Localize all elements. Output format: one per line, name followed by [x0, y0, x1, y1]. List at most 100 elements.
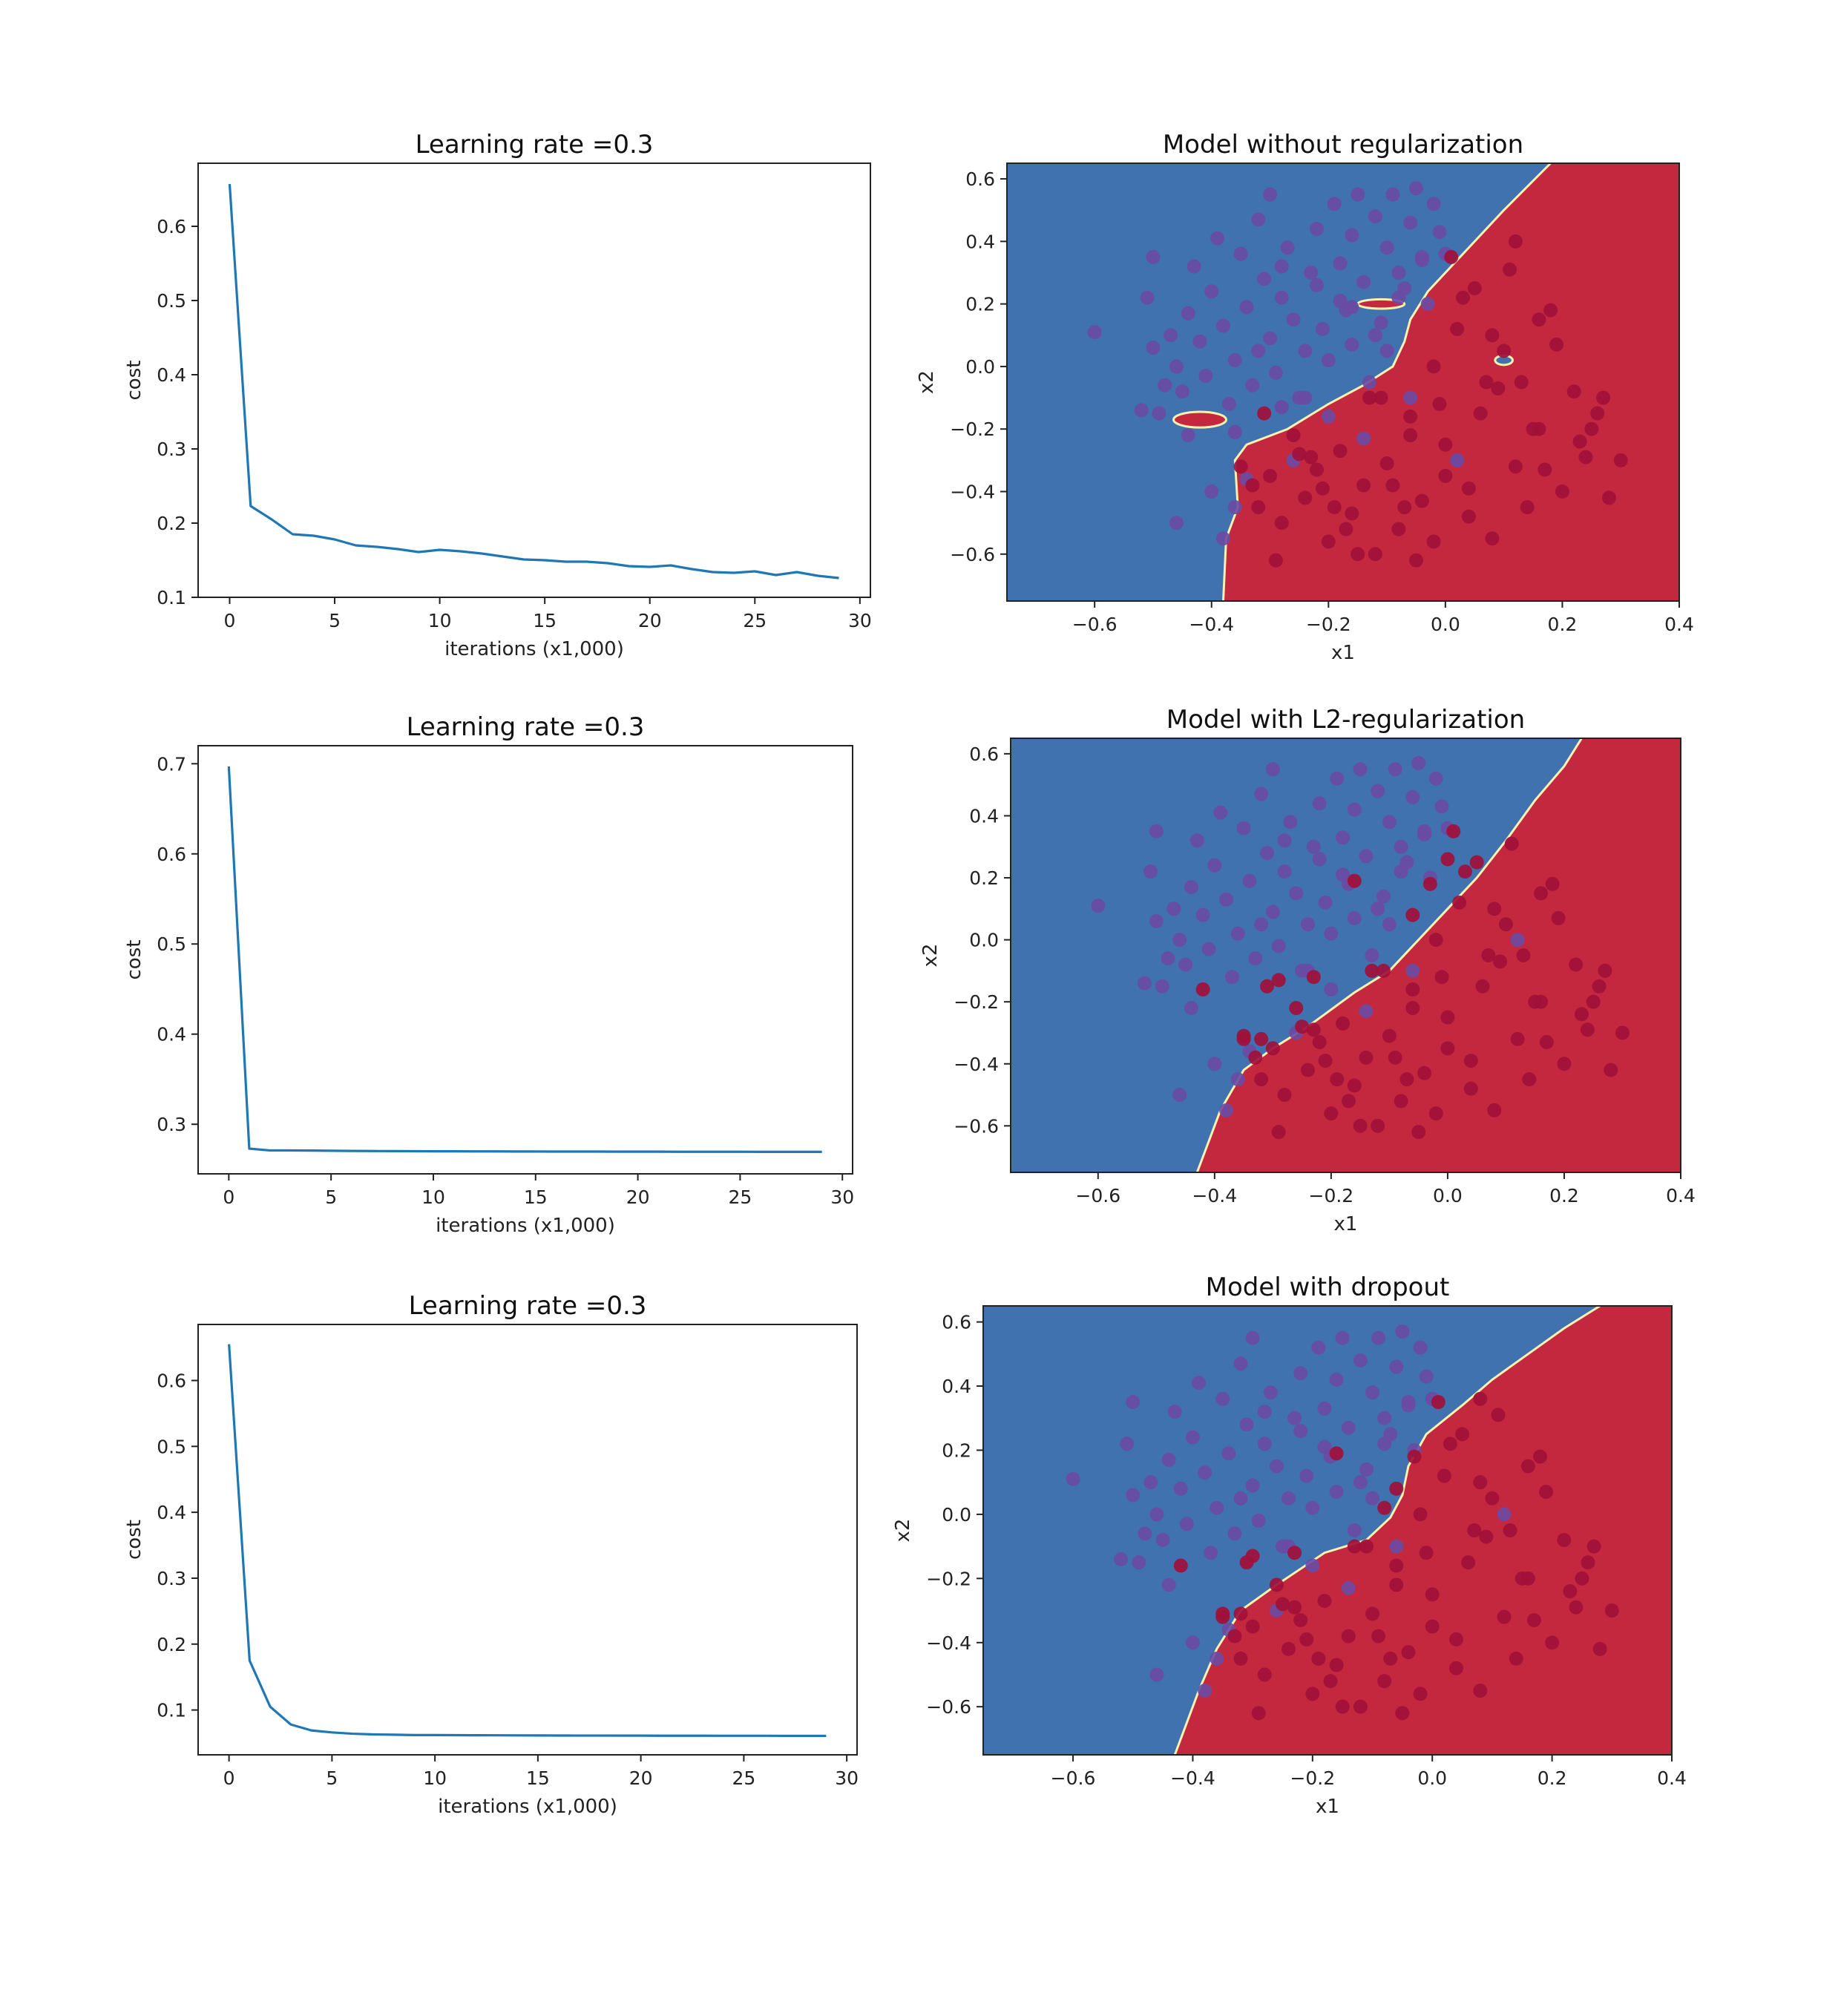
data-point	[1452, 895, 1467, 910]
data-point	[1132, 1555, 1146, 1570]
data-point	[1227, 500, 1242, 515]
data-point	[1473, 1475, 1488, 1490]
data-point	[1408, 553, 1423, 568]
data-point	[1242, 873, 1257, 888]
data-point	[1359, 1050, 1374, 1065]
data-point	[1405, 963, 1420, 978]
data-point	[1167, 1405, 1182, 1419]
data-point	[1300, 1063, 1315, 1077]
data-point	[1351, 187, 1365, 202]
y-tick-label: −0.6	[950, 544, 995, 565]
data-point	[1275, 1597, 1290, 1612]
data-point	[1371, 902, 1385, 916]
data-point	[1491, 1408, 1506, 1422]
x-tick-label: 0.0	[1433, 1185, 1463, 1206]
data-point	[1463, 1054, 1478, 1068]
data-point	[1274, 259, 1289, 274]
y-tick-label: 0.4	[969, 805, 999, 827]
data-point	[1289, 1001, 1304, 1016]
data-point	[1292, 447, 1307, 462]
data-point	[1365, 963, 1379, 978]
data-point	[1311, 1340, 1326, 1355]
data-point	[1440, 1010, 1455, 1025]
data-point	[1467, 1523, 1482, 1537]
data-point	[1274, 400, 1289, 415]
data-point	[1305, 1500, 1320, 1515]
data-point	[1233, 1491, 1248, 1506]
data-point	[1172, 933, 1187, 948]
data-point	[1411, 755, 1426, 770]
y-tick-label: 0.4	[157, 1502, 186, 1523]
data-point	[1265, 904, 1280, 919]
data-point	[1497, 1507, 1512, 1522]
data-point	[1254, 1031, 1269, 1046]
data-point	[1245, 1478, 1260, 1493]
x-tick-label: 0.2	[1549, 1185, 1579, 1206]
data-point	[1341, 1420, 1356, 1435]
data-point	[1365, 1385, 1380, 1400]
data-point	[1282, 1491, 1296, 1506]
data-point	[1166, 902, 1181, 916]
data-point	[1391, 522, 1406, 536]
data-point	[1414, 493, 1429, 508]
data-point	[1230, 926, 1245, 941]
x-tick-label: 0	[224, 610, 236, 631]
data-point	[1259, 846, 1274, 861]
data-point	[1245, 378, 1260, 393]
y-tick-label: 0.2	[965, 294, 995, 315]
plot-area	[227, 766, 822, 1153]
decision-region	[1007, 163, 1679, 601]
data-point	[1280, 240, 1295, 255]
data-point	[1426, 534, 1441, 549]
panel-title: Model without regularization	[1163, 130, 1523, 160]
data-point	[1345, 337, 1359, 352]
data-point	[1330, 771, 1345, 786]
data-point	[1504, 836, 1519, 851]
data-point	[1592, 979, 1607, 994]
data-point	[1473, 1391, 1488, 1406]
x-tick-label: −0.2	[1290, 1767, 1335, 1789]
data-point	[1347, 910, 1362, 925]
data-point	[1557, 1057, 1572, 1071]
data-point	[1245, 1330, 1260, 1345]
y-axis-label: cost	[123, 940, 145, 980]
data-point	[1207, 858, 1222, 873]
y-tick-label: −0.2	[950, 418, 995, 440]
data-point	[1498, 917, 1513, 932]
data-point	[1274, 516, 1289, 531]
data-point	[1356, 275, 1371, 289]
data-point	[1257, 1667, 1272, 1682]
data-point	[1389, 1577, 1404, 1592]
data-point	[1321, 534, 1336, 549]
data-point	[1155, 979, 1169, 994]
data-point	[1395, 1324, 1410, 1339]
data-point	[1569, 1600, 1584, 1615]
data-point	[1377, 1500, 1392, 1515]
data-point	[1189, 833, 1204, 848]
data-point	[1172, 1088, 1187, 1103]
data-point	[1389, 1359, 1404, 1374]
data-point	[1251, 500, 1266, 515]
x-tick-label: −0.2	[1306, 614, 1351, 635]
y-tick-label: 0.5	[157, 1436, 186, 1457]
data-point	[1403, 215, 1418, 230]
data-point	[1251, 212, 1266, 227]
data-point	[1329, 1372, 1344, 1387]
data-point	[1365, 948, 1379, 962]
data-point	[1158, 378, 1172, 393]
data-point	[1254, 1072, 1269, 1087]
data-point	[1184, 880, 1198, 895]
data-point	[1473, 1684, 1488, 1698]
y-tick-label: −0.4	[954, 1054, 999, 1075]
data-point	[1289, 886, 1304, 901]
data-point	[1394, 864, 1408, 879]
x-tick-label: 0	[223, 1186, 234, 1208]
data-point	[1473, 406, 1488, 421]
data-point	[1403, 390, 1418, 405]
data-point	[1310, 222, 1325, 236]
y-tick-label: −0.6	[954, 1115, 999, 1137]
data-point	[1586, 1539, 1601, 1554]
data-point	[1287, 1411, 1302, 1425]
data-point	[1306, 970, 1321, 985]
data-point	[1312, 852, 1327, 867]
